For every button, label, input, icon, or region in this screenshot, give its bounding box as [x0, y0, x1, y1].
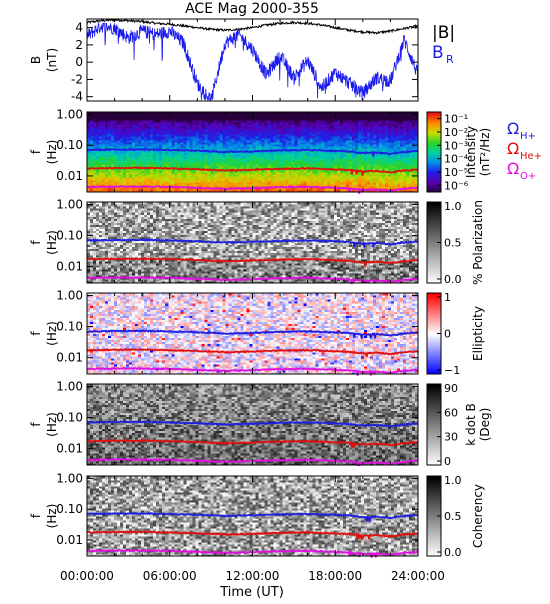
y-axis-label-line1: B	[29, 56, 43, 64]
y-axis-label-line1: f	[29, 149, 43, 154]
colorbar-label-line1: Intensity	[464, 126, 478, 178]
legend-omega-He: Ω	[507, 139, 519, 158]
y-tick-label: 4	[75, 21, 83, 35]
legend-entry-BR: B	[432, 43, 444, 63]
colorbar-label: Intensity(nT²/Hz)	[464, 126, 492, 178]
legend-omega-O: Ω	[507, 159, 519, 178]
y-axis-label-line2: (Hz)	[45, 140, 59, 165]
legend-entry-B: |B|	[432, 23, 455, 43]
y-tick-label: 2	[75, 38, 83, 52]
colorbar-label-line2: (nT²/Hz)	[478, 128, 492, 176]
y-tick-label: -2	[71, 72, 83, 86]
legend-subscript-H: H+	[520, 131, 536, 142]
colorbar	[427, 112, 441, 193]
chart-title: ACE Mag 2000-355	[185, 1, 319, 17]
colorbar-tick-label: 10⁻⁶	[444, 179, 469, 192]
panel-intensity: 1.000.100.01f(Hz)10⁻¹10⁻²10⁻³10⁻⁴10⁻⁵10⁻…	[29, 107, 542, 193]
y-tick-label: 0.10	[56, 138, 83, 152]
legend-subscript-He: He+	[520, 151, 542, 162]
legend-entry-BR-subscript: R	[446, 53, 454, 66]
y-tick-label: 1.00	[56, 107, 83, 121]
legend-omega-H: Ω	[507, 119, 519, 138]
y-tick-label: 0.01	[56, 169, 83, 183]
legend-subscript-O: O+	[520, 171, 536, 182]
y-axis-label-line2: (nT)	[45, 48, 59, 72]
y-tick-label: 0	[75, 55, 83, 69]
y-axis-label: f(Hz)	[29, 140, 59, 165]
colorbar-tick-label: 10⁻¹	[444, 113, 468, 126]
panel-polarization: 1.000.100.01f(Hz)1.00.50.0% Polarization	[29, 197, 485, 286]
y-axis-label: B(nT)	[29, 48, 59, 72]
y-tick-label: -4	[71, 90, 83, 104]
